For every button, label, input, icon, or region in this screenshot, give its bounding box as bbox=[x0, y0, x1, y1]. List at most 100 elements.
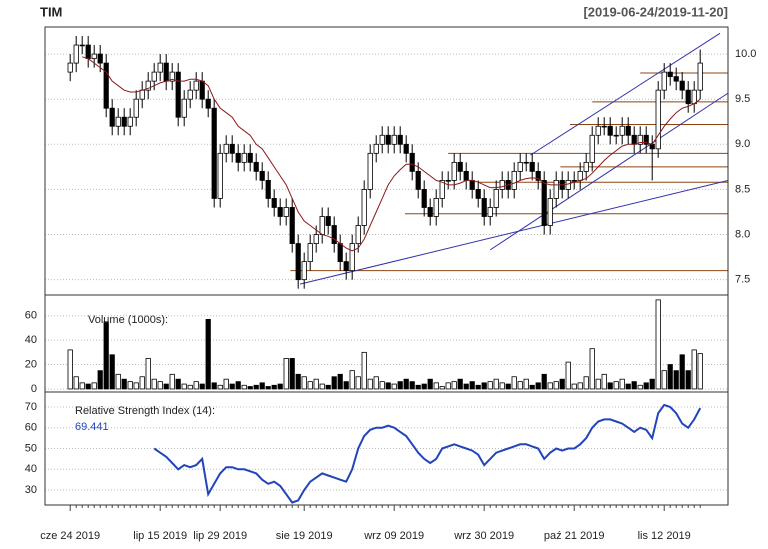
volume-bar bbox=[619, 378, 625, 390]
volume-bar bbox=[337, 373, 343, 390]
volume-bar bbox=[643, 382, 649, 390]
candle-body bbox=[415, 170, 421, 190]
candle-body bbox=[433, 198, 439, 217]
volume-bar bbox=[85, 383, 91, 390]
volume-bar bbox=[133, 382, 139, 390]
volume-bar bbox=[511, 376, 517, 390]
candle-body bbox=[553, 180, 559, 199]
y-tick-label: 10.0 bbox=[735, 48, 756, 60]
volume-bar bbox=[181, 383, 187, 390]
candle-body bbox=[121, 116, 127, 127]
candle-body bbox=[637, 134, 643, 145]
volume-bar bbox=[307, 381, 313, 390]
volume-bar bbox=[661, 370, 667, 390]
candle-body bbox=[139, 89, 145, 100]
candle-body bbox=[163, 62, 169, 82]
volume-bar bbox=[457, 378, 463, 390]
volume-bar bbox=[541, 373, 547, 390]
candle-body bbox=[73, 44, 79, 64]
candle-body bbox=[187, 89, 193, 100]
candle-body bbox=[583, 161, 589, 172]
volume-bar bbox=[175, 378, 181, 390]
y-tick-label: 50 bbox=[25, 442, 37, 454]
volume-bar bbox=[163, 383, 169, 390]
volume-bar bbox=[589, 348, 595, 390]
volume-bar bbox=[475, 384, 481, 390]
volume-bar bbox=[349, 370, 355, 390]
volume-bar bbox=[613, 381, 619, 390]
volume-bar bbox=[361, 351, 367, 390]
candle-body bbox=[511, 170, 517, 190]
candle-body bbox=[289, 207, 295, 244]
candle-body bbox=[307, 243, 313, 263]
volume-bar bbox=[637, 384, 643, 390]
volume-bar bbox=[277, 383, 283, 390]
volume-bar bbox=[151, 378, 157, 390]
y-tick-label: 40 bbox=[25, 334, 37, 346]
candle-body bbox=[151, 71, 157, 82]
y-tick-label: 8.0 bbox=[735, 228, 750, 240]
volume-bar bbox=[235, 381, 241, 390]
candle-body bbox=[517, 161, 523, 172]
candle-body bbox=[607, 125, 613, 136]
rsi-label: Relative Strength Index (14): bbox=[75, 405, 215, 417]
x-tick-label: sie 19 2019 bbox=[276, 530, 333, 542]
volume-bar bbox=[607, 382, 613, 390]
trend-line bbox=[530, 32, 721, 156]
moving-average bbox=[82, 56, 701, 252]
candle-body bbox=[103, 62, 109, 109]
volume-bar bbox=[481, 382, 487, 390]
x-tick-label: wrz 09 2019 bbox=[363, 530, 424, 542]
volume-bar bbox=[67, 349, 73, 390]
volume-bar bbox=[127, 381, 133, 390]
volume-bar bbox=[439, 386, 445, 390]
candle-body bbox=[229, 143, 235, 154]
x-tick-label: lip 29 2019 bbox=[193, 530, 247, 542]
candle-body bbox=[367, 152, 373, 190]
candle-body bbox=[535, 170, 541, 181]
candle-body bbox=[133, 98, 139, 118]
candle-body bbox=[421, 189, 427, 208]
candle-body bbox=[385, 134, 391, 145]
candle-body bbox=[85, 44, 91, 59]
trend-line bbox=[299, 179, 729, 285]
volume-bar bbox=[241, 384, 247, 390]
volume-bar bbox=[145, 358, 151, 390]
candle-body bbox=[565, 180, 571, 190]
candle-body bbox=[277, 207, 283, 217]
candle-body bbox=[247, 152, 253, 163]
volume-bar bbox=[601, 373, 607, 390]
candle-body bbox=[499, 180, 505, 190]
volume-bar bbox=[433, 382, 439, 390]
rsi-last-value: 69.441 bbox=[75, 421, 109, 433]
candle-body bbox=[679, 80, 685, 91]
candle-body bbox=[79, 44, 85, 47]
candle-body bbox=[241, 152, 247, 163]
volume-bar bbox=[469, 381, 475, 390]
x-tick-label: wrz 30 2019 bbox=[453, 530, 514, 542]
volume-bar bbox=[217, 384, 223, 390]
candle-body bbox=[457, 161, 463, 172]
volume-bar bbox=[79, 382, 85, 390]
candle-body bbox=[223, 143, 229, 154]
volume-bar bbox=[313, 378, 319, 390]
x-tick-label: cze 24 2019 bbox=[40, 530, 100, 542]
volume-bar bbox=[595, 378, 601, 390]
candle-body bbox=[295, 243, 301, 281]
volume-bar bbox=[451, 381, 457, 390]
candle-body bbox=[91, 53, 97, 59]
date-range: [2019-06-24/2019-11-20] bbox=[583, 4, 728, 19]
candle-body bbox=[469, 180, 475, 190]
volume-bar bbox=[379, 381, 385, 390]
volume-label: Volume (1000s): bbox=[88, 314, 168, 326]
volume-bar bbox=[187, 384, 193, 390]
volume-bar bbox=[487, 381, 493, 390]
candle-body bbox=[427, 207, 433, 217]
candle-body bbox=[595, 125, 601, 136]
y-tick-label: 9.5 bbox=[735, 93, 750, 105]
volume-bar bbox=[319, 383, 325, 390]
candle-body bbox=[625, 125, 631, 136]
candle-body bbox=[301, 261, 307, 281]
